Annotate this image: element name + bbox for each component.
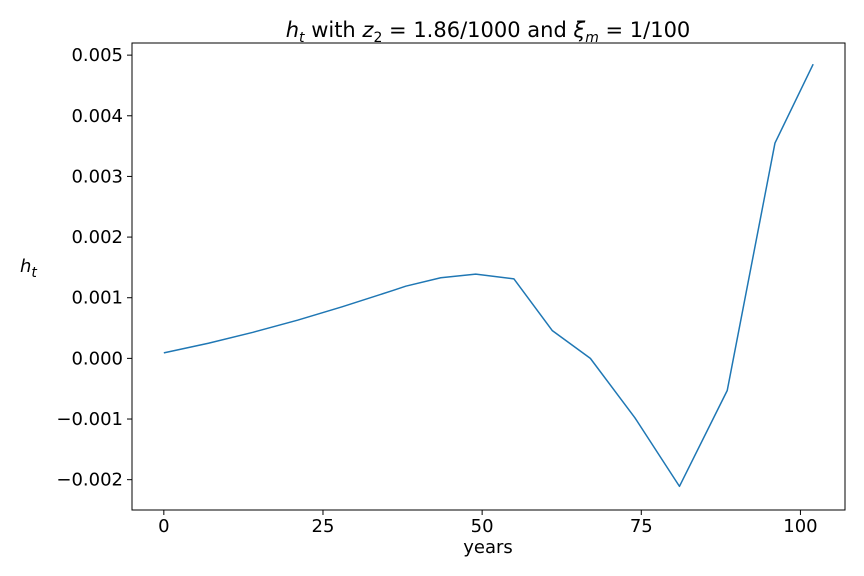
series-line-0: [163, 63, 814, 488]
x-axis-label: years: [463, 537, 513, 558]
x-axis-ticks: 0 25 50 75 100: [158, 510, 818, 537]
y-tick-label: 0.002: [71, 227, 123, 248]
chart-title: ht with z2 = 1.86/1000 and ξm = 1/100: [286, 18, 691, 46]
y-tick-label: 0.005: [71, 45, 123, 66]
y-tick-label: −0.001: [56, 409, 123, 430]
y-tick-label: 0.001: [71, 288, 123, 309]
plot-area: [163, 63, 814, 488]
y-tick-label: 0.004: [71, 106, 123, 127]
x-tick-label: 0: [158, 516, 169, 537]
y-axis-label: ht: [20, 256, 37, 281]
plot-frame: [131, 42, 846, 511]
x-tick-label: 50: [471, 516, 494, 537]
x-tick-label: 75: [630, 516, 653, 537]
y-tick-label: 0.000: [71, 348, 123, 369]
y-tick-label: 0.003: [71, 166, 123, 187]
x-tick-label: 100: [783, 516, 817, 537]
y-tick-label: −0.002: [56, 470, 123, 491]
y-axis-ticks: −0.002 −0.001 0.000 0.001 0.002 0.003 0.004 0.0…: [56, 45, 132, 491]
x-tick-label: 25: [312, 516, 335, 537]
